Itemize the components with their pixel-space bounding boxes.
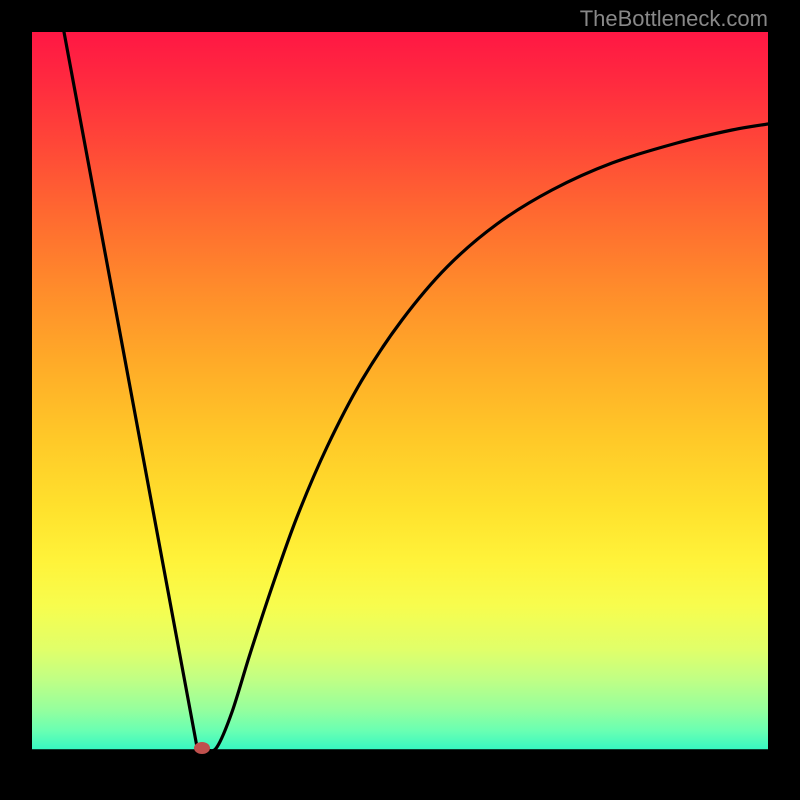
bottleneck-curve <box>64 32 768 751</box>
watermark-text: TheBottleneck.com <box>580 6 768 32</box>
chart-container: TheBottleneck.com <box>0 0 800 800</box>
curve-layer <box>32 32 768 768</box>
minimum-marker <box>194 742 210 754</box>
plot-area <box>32 32 768 768</box>
